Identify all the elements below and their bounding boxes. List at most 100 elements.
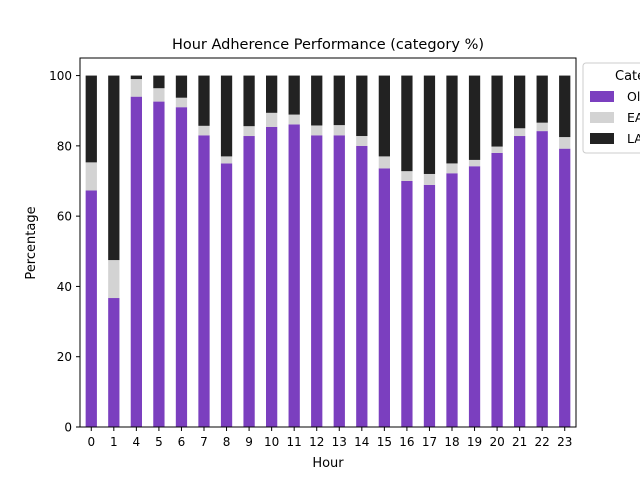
bar-segment-la-hour-6	[175, 75, 188, 98]
bar-segment-ol-hour-20	[491, 152, 503, 427]
bar-segment-la-hour-14	[356, 75, 368, 137]
y-axis: 0 20 40 60 80 100	[49, 69, 80, 435]
x-tick-label: 5	[155, 435, 163, 449]
bar-segment-ol-hour-8	[220, 163, 233, 427]
x-tick-label: 21	[512, 435, 527, 449]
bar-segment-la-hour-20	[491, 75, 503, 147]
bar-segment-ol-hour-21	[514, 136, 526, 427]
bar-segment-ea-hour-19	[468, 159, 481, 167]
bar-segment-ol-hour-23	[559, 148, 571, 428]
y-tick-label: 100	[49, 69, 72, 83]
x-axis-label: Hour	[312, 456, 344, 471]
legend-swatch-la	[590, 133, 614, 144]
y-tick-label: 0	[64, 421, 72, 435]
y-tick-label: 40	[57, 280, 72, 294]
bar-segment-ol-hour-11	[288, 124, 300, 428]
bar-segment-la-hour-23	[559, 75, 571, 138]
x-tick-label: 18	[444, 435, 459, 449]
bar-segment-ol-hour-17	[423, 184, 436, 427]
bar-segment-la-hour-7	[198, 75, 210, 126]
legend-box	[582, 62, 640, 154]
bar-segment-ea-hour-11	[288, 114, 300, 125]
bar-segment-la-hour-19	[468, 75, 481, 160]
bar-segment-ea-hour-13	[333, 125, 345, 136]
x-tick-label: 4	[133, 435, 141, 449]
y-axis-label: Percentage	[24, 206, 39, 279]
x-tick-label: 23	[557, 435, 572, 449]
bar-segment-ol-hour-7	[198, 135, 210, 427]
x-tick-label: 15	[377, 435, 392, 449]
x-tick-label: 10	[264, 435, 279, 449]
bar-segment-la-hour-1	[108, 75, 120, 261]
bar-segment-ol-hour-0	[85, 190, 97, 427]
bars-layer	[85, 75, 571, 428]
x-tick-label: 12	[309, 435, 324, 449]
bar-segment-ea-hour-18	[446, 163, 458, 174]
x-tick-label: 20	[489, 435, 504, 449]
x-tick-label: 14	[354, 435, 369, 449]
bar-segment-ea-hour-5	[153, 88, 165, 102]
bar-segment-la-hour-9	[243, 75, 255, 127]
bar-segment-la-hour-4	[130, 75, 142, 80]
bar-segment-ea-hour-17	[423, 173, 436, 185]
bar-segment-la-hour-21	[514, 75, 526, 129]
bar-segment-ea-hour-8	[220, 156, 233, 164]
legend-swatch-ol	[590, 91, 614, 102]
bar-segment-ol-hour-19	[468, 166, 481, 428]
bar-segment-la-hour-22	[536, 75, 548, 123]
legend-label-ea: EA	[627, 110, 640, 125]
x-tick-label: 17	[422, 435, 437, 449]
bar-segment-ol-hour-6	[175, 107, 188, 427]
bar-segment-ol-hour-16	[401, 181, 413, 427]
bar-segment-ol-hour-18	[446, 173, 458, 427]
bar-segment-ea-hour-7	[198, 125, 210, 136]
plot-frame	[79, 57, 577, 428]
bar-segment-ea-hour-21	[514, 128, 526, 137]
bar-segment-la-hour-15	[378, 75, 390, 157]
x-tick-label: 9	[245, 435, 253, 449]
legend-items: Ol EA LA	[590, 89, 640, 146]
bar-segment-ea-hour-14	[356, 136, 368, 146]
bar-segment-ol-hour-13	[333, 135, 345, 427]
bar-segment-la-hour-0	[85, 75, 97, 163]
x-tick-label: 13	[332, 435, 347, 449]
bar-segment-la-hour-10	[266, 75, 278, 113]
bar-segment-ol-hour-9	[243, 136, 255, 427]
bar-segment-ol-hour-15	[378, 168, 390, 427]
bar-segment-ea-hour-6	[175, 97, 188, 108]
bar-segment-la-hour-18	[446, 75, 458, 164]
bar-segment-ea-hour-16	[401, 171, 413, 181]
bar-segment-ol-hour-4	[130, 96, 142, 427]
bar-segment-ol-hour-1	[108, 298, 120, 427]
x-tick-label: 8	[223, 435, 231, 449]
y-tick-label: 20	[57, 350, 72, 364]
chart-title: Hour Adherence Performance (category %)	[172, 37, 484, 53]
bar-segment-ea-hour-22	[536, 122, 548, 132]
legend-label-ol: Ol	[627, 89, 640, 104]
bar-segment-ea-hour-0	[85, 162, 97, 191]
legend-title: Cate	[615, 69, 640, 84]
bar-segment-ea-hour-9	[243, 126, 255, 137]
bar-segment-ol-hour-12	[311, 135, 323, 427]
x-tick-label: 1	[110, 435, 118, 449]
bar-segment-la-hour-12	[311, 75, 323, 126]
y-tick-label: 60	[57, 210, 72, 224]
bar-segment-la-hour-5	[153, 75, 165, 89]
bar-segment-la-hour-17	[423, 75, 436, 174]
y-tick-label: 80	[57, 139, 72, 153]
x-tick-label: 19	[467, 435, 482, 449]
bar-segment-ea-hour-15	[378, 156, 390, 169]
x-tick-label: 16	[399, 435, 414, 449]
x-axis: 0 1 4 5 6 7 8 9 10 11 12 13 14 15 16 17 18 19 20 21 22 23	[87, 427, 572, 449]
bar-segment-ea-hour-23	[559, 137, 571, 149]
legend-swatch-ea	[590, 112, 614, 123]
x-tick-label: 6	[178, 435, 186, 449]
x-tick-label: 7	[200, 435, 208, 449]
bar-segment-ea-hour-10	[266, 112, 278, 127]
bar-segment-ea-hour-1	[108, 260, 120, 299]
bar-segment-la-hour-16	[401, 75, 413, 172]
bar-segment-ea-hour-20	[491, 146, 503, 153]
x-tick-label: 22	[535, 435, 550, 449]
bar-segment-ea-hour-12	[311, 125, 323, 136]
